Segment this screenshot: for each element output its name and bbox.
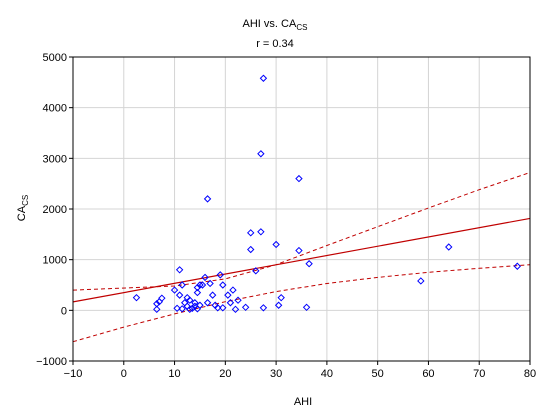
data-point [203,299,212,307]
data-point [219,304,227,312]
data-point [247,245,255,254]
x-tick-label: 20 [219,368,231,380]
data-point [272,240,280,249]
data-point [206,279,214,288]
x-tick-label: 0 [121,368,127,380]
y-axis-label-subscript: CS [21,195,30,206]
data-point [226,299,235,307]
data-point [277,293,285,302]
data-point [513,262,522,270]
data-point [224,291,232,299]
data-point [259,304,268,312]
data-point [198,281,207,289]
data-point [305,260,313,268]
data-point [257,228,265,236]
data-point [196,281,204,289]
chart-title: AHI vs. CACS [243,18,308,32]
data-point [252,267,260,275]
fit-line [72,217,531,303]
x-axis-label: AHI [294,396,312,408]
y-axis-label-main: CA [16,205,28,221]
data-point [158,294,166,302]
y-axis-label: CACS [16,195,30,221]
data-point [445,243,453,251]
data-point [257,150,265,158]
data-point [175,266,184,274]
data-point [193,283,202,292]
data-point [191,299,199,307]
confidence-upper-line [72,172,531,291]
data-point [229,286,237,294]
data-point [188,304,197,313]
data-point [173,304,181,313]
x-tick-label: −10 [64,368,83,380]
x-tick-label: 50 [372,368,384,380]
chart-subtitle: r = 0.34 [256,38,294,50]
regression-line [72,217,531,303]
x-tick-label: 60 [422,368,434,380]
x-tick-label: 30 [270,368,282,380]
data-point [219,281,227,289]
data-points [132,74,522,314]
grid [72,56,531,362]
y-tick-labels: −1000 0 1000 2000 3000 4000 5000 [36,52,73,368]
data-point [214,304,222,312]
x-tick-label: 80 [524,368,536,380]
data-point [247,229,255,237]
data-point [193,288,202,297]
y-tick-label: 1000 [43,255,67,267]
data-point [295,174,303,183]
data-point [178,305,186,313]
data-point [302,303,311,312]
y-tick-label: −1000 [36,356,67,368]
data-point [231,305,240,314]
data-point [201,273,209,282]
confidence-band [72,172,531,343]
x-tick-labels: −10 0 10 20 30 40 50 60 70 80 [64,361,536,380]
data-point [186,296,194,304]
data-point [241,303,250,312]
data-point [178,281,186,289]
data-point [208,291,217,299]
confidence-lower-line [72,264,531,343]
chart-title-main: AHI vs. CA [243,18,297,30]
data-point [203,195,212,203]
y-tick-label: 0 [61,305,67,317]
x-tick-label: 40 [321,368,333,380]
data-point [186,305,194,314]
data-point [153,305,161,314]
y-tick-label: 2000 [43,204,67,216]
data-point [295,246,303,255]
data-point [216,271,224,279]
data-point [274,301,283,309]
x-tick-label: 70 [473,368,485,380]
data-point [170,286,179,294]
data-point [234,296,242,304]
x-tick-label: 10 [168,368,180,380]
y-tick-label: 5000 [43,52,67,64]
data-point [175,291,184,299]
data-point [259,74,268,82]
chart-title-subscript: CS [296,23,307,32]
data-point [417,277,425,285]
y-tick-label: 3000 [43,153,67,165]
data-point [132,293,141,302]
y-tick-label: 4000 [43,103,67,115]
data-point [196,301,204,309]
